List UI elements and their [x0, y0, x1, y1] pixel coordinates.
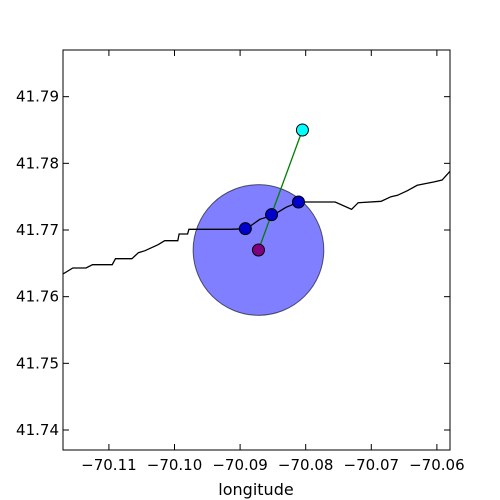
y-tick-label: 41.77	[16, 221, 59, 239]
x-tick-label: −70.10	[147, 456, 203, 474]
match-point	[291, 195, 305, 209]
center-point	[251, 243, 265, 257]
x-tick-label: −70.11	[81, 456, 137, 474]
marker-layer	[238, 123, 309, 257]
x-axis: −70.11 −70.10 −70.09 −70.08 −70.07 −70.06	[81, 50, 465, 474]
x-axis-label: longitude	[218, 480, 293, 499]
x-tick-label: −70.09	[212, 456, 268, 474]
y-tick-label: 41.74	[16, 421, 59, 439]
x-tick-label: −70.06	[409, 456, 465, 474]
x-tick-label: −70.07	[344, 456, 400, 474]
match-point	[265, 208, 279, 222]
match-point	[238, 222, 252, 236]
y-tick-label: 41.76	[16, 288, 59, 306]
query-point	[295, 123, 309, 137]
y-tick-label: 41.75	[16, 354, 59, 372]
x-tick-label: −70.08	[278, 456, 334, 474]
y-tick-label: 41.79	[16, 88, 59, 106]
y-axis: 41.74 41.75 41.76 41.77 41.78 41.79	[16, 88, 450, 439]
road-line	[63, 170, 450, 275]
y-tick-label: 41.78	[16, 154, 59, 172]
plot-frame	[62, 49, 451, 451]
connector-line	[257, 129, 304, 251]
